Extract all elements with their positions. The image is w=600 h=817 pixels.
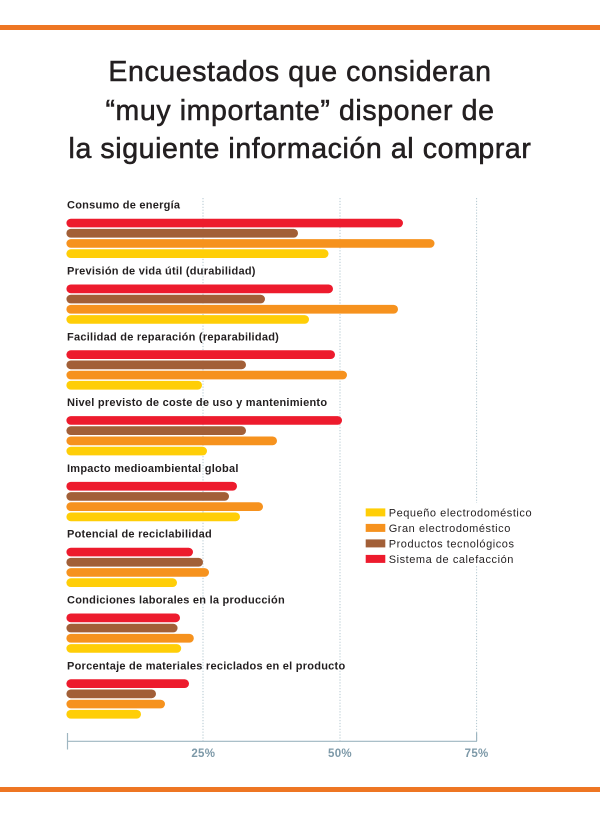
svg-text:Potencial de reciclabilidad: Potencial de reciclabilidad xyxy=(67,529,212,541)
svg-text:Gran electrodoméstico: Gran electrodoméstico xyxy=(389,523,511,535)
svg-text:75%: 75% xyxy=(465,748,489,760)
svg-text:Condiciones laborales en la pr: Condiciones laborales en la producción xyxy=(67,595,285,607)
svg-text:Previsión de vida útil (durabi: Previsión de vida útil (durabilidad) xyxy=(67,266,256,278)
svg-text:Porcentaje de materiales recic: Porcentaje de materiales reciclados en e… xyxy=(67,660,345,672)
svg-text:50%: 50% xyxy=(328,748,352,760)
svg-text:Consumo de energía: Consumo de energía xyxy=(67,200,181,212)
svg-text:Facilidad de reparación (repar: Facilidad de reparación (reparabilidad) xyxy=(67,331,279,343)
svg-text:Nivel previsto de coste de uso: Nivel previsto de coste de uso y manteni… xyxy=(67,397,327,409)
svg-text:Productos tecnológicos: Productos tecnológicos xyxy=(389,539,515,551)
svg-text:Impacto medioambiental global: Impacto medioambiental global xyxy=(67,463,239,475)
svg-text:Sistema de calefacción: Sistema de calefacción xyxy=(389,554,514,566)
svg-text:Pequeño electrodoméstico: Pequeño electrodoméstico xyxy=(389,508,532,520)
svg-text:25%: 25% xyxy=(191,748,215,760)
